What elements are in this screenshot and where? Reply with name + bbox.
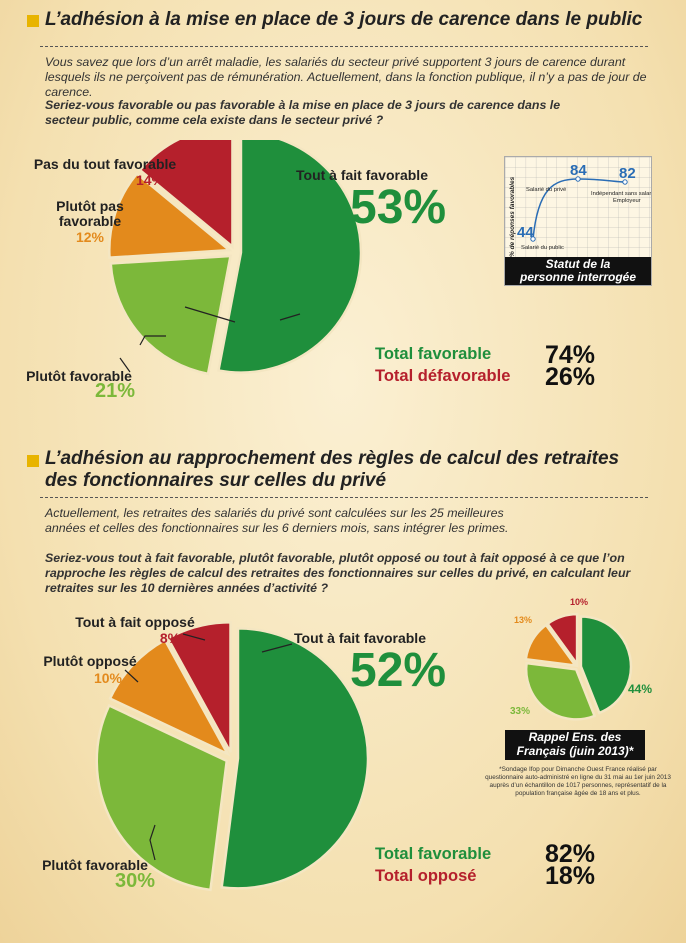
inset-value-label: 84 [570,162,587,179]
slice-plutot-oppose [524,623,579,668]
total-favorable-value: 74% [545,341,596,369]
slice-tout-a-fait [217,140,363,374]
pie-chart-rappel [524,612,633,721]
leader-line [119,357,131,373]
section1-intro: Vous savez que lors d’un arrêt maladie, … [45,55,647,99]
slice-plutot-oppose [108,171,233,260]
section2-title-2: des fonctionnaires sur celles du privé [45,470,387,491]
leader-line [124,669,139,683]
leader-line [149,824,156,861]
pct-tout-a-fait-2: 52% [350,644,447,697]
inset-value-label: 44 [517,224,534,241]
total-oppose-label: Total opposé [375,867,477,885]
rappel-pct-tout-oppose: 10% [569,597,588,607]
leader-line [261,643,293,653]
rappel-caption-line1: Rappel Ens. des [528,730,622,744]
pie3-slices [524,612,633,721]
label-plutot-oppose: Plutôt opposé [43,653,137,669]
leader-line [182,633,206,641]
pie-chart-1 [108,140,363,376]
label-plutot-favorable-2: Plutôt favorable [42,857,148,873]
section2-title-1: L’adhésion au rapprochement des règles d… [45,448,620,469]
inset-point [575,176,581,182]
label-plutot-pas-2: favorable [58,213,122,229]
slice-plutot-favorable [95,703,229,892]
slice-tout-a-fait [220,627,370,890]
label-tout-a-fait: Tout à fait favorable [296,167,428,183]
rappel-pct-plutot-favorable: 33% [509,706,530,717]
label-plutot-pas-1: Plutôt pas [56,198,124,214]
inset-point [622,179,628,185]
divider [40,497,648,498]
pct-plutot-favorable-2: 30% [114,870,156,892]
leader-line [139,335,166,346]
pie2-slices [95,620,370,892]
divider [40,46,648,47]
pct-tout-a-fait: 53% [350,181,447,234]
label-tout-oppose: Tout à fait opposé [75,614,195,630]
rappel-pct-tout-a-fait: 44% [627,682,653,696]
label-plutot-favorable: Plutôt favorable [26,368,132,384]
leader-line [184,306,236,323]
inset-series: 44 Salarié du public 84 Salarié du privé 82 I… [517,162,651,251]
rappel-pct-plutot-oppose: 13% [513,615,532,625]
pct-plutot-pas: 12% [75,229,105,245]
section1-title: L’adhésion à la mise en place de 3 jours… [45,9,643,30]
slice-plutot-favorable [524,661,597,721]
total-oppose-value: 18% [545,862,596,890]
slice-plutot-oppose [108,638,231,757]
inset-chart: % de réponses favorables 44 Salarié du pu… [504,156,652,286]
inset-value-label: 82 [619,165,636,182]
total-defavorable-label: Total défavorable [375,367,511,385]
slice-defavorable [138,140,234,250]
inset-ylabel: % de réponses favorables [509,176,516,257]
inset-point [530,236,536,242]
inset-category-label: Salarié du public [521,245,564,251]
slice-defavorable [166,620,232,753]
inset-category-label: Employeur [613,198,641,204]
slice-tout-a-fait [579,615,633,715]
rappel-caption-line2: Français (juin 2013)* [516,743,634,758]
total-favorable-value-2: 82% [545,840,596,868]
label-pas-du-tout: Pas du tout favorable [33,156,177,172]
pie1-slices [108,140,363,376]
pct-plutot-favorable: 21% [94,380,136,402]
inset-caption: Statut de la personne interrogée [505,257,651,285]
pct-tout-oppose: 8% [159,630,181,646]
bullet-square [27,15,39,27]
section2-intro: Actuellement, les retraites des salariés… [45,506,509,535]
section2-question: Seriez-vous tout à fait favorable, plutô… [45,551,631,595]
label-tout-a-fait-2: Tout à fait favorable [294,630,426,646]
total-favorable-label: Total favorable [375,345,492,363]
pie-chart-2 [95,620,370,892]
slice-plutot-favorable [109,254,233,376]
rappel-caption: Rappel Ens. des Français (juin 2013)* [505,730,645,760]
inset-category-label: Salarié du privé [526,187,566,193]
pct-pas-du-tout: 14% [135,172,165,188]
leader-line [279,313,301,321]
rappel-footnote: *Sondage Ifop pour Dimanche Ouest France… [485,766,671,797]
slice-defavorable [545,612,579,668]
inset-category-label: Indépendant sans salarié / [591,191,651,197]
inset-caption-line2: personne interrogée [519,270,637,284]
pct-plutot-oppose: 10% [93,670,123,686]
total-defavorable-value: 26% [545,363,596,391]
bullet-square [27,455,39,467]
section1-question: Seriez-vous favorable ou pas favorable à… [45,98,561,127]
inset-caption-line1: Statut de la [545,257,611,271]
total-favorable-label-2: Total favorable [375,845,492,863]
